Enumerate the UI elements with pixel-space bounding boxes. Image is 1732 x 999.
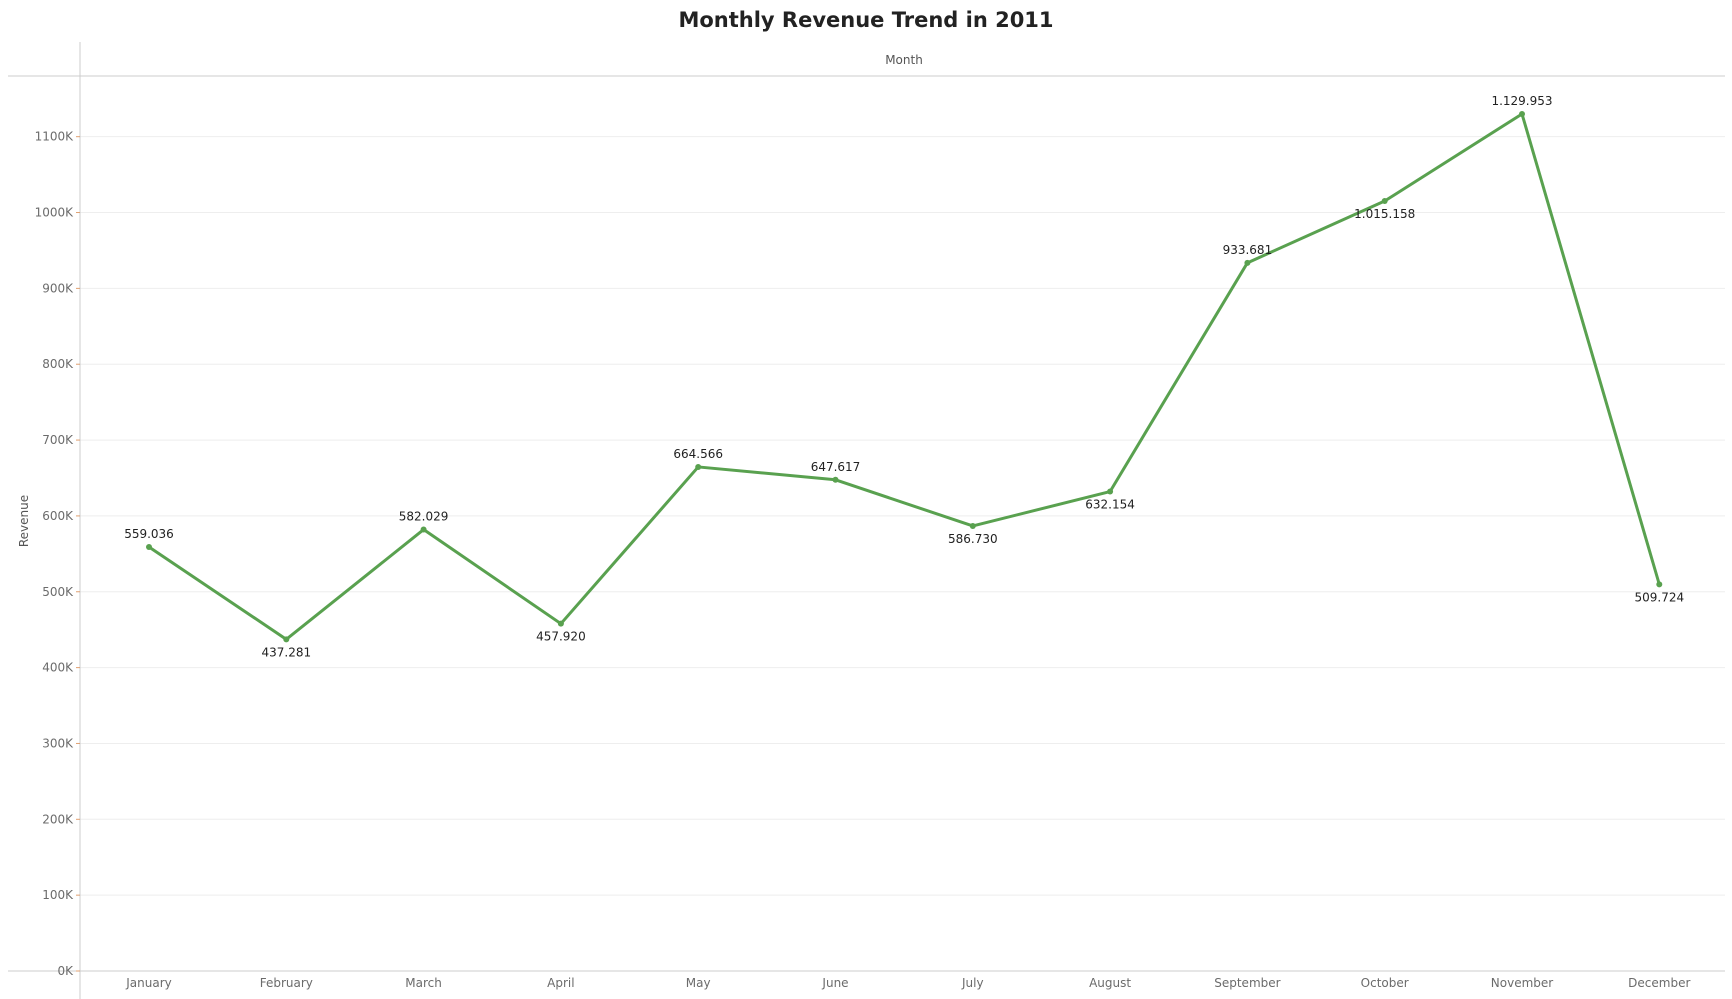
y-tick-label: 200K [42,812,74,826]
data-label: 1.015.158 [1354,207,1415,221]
y-tick-label: 700K [42,433,74,447]
x-tick-label: December [1628,976,1690,990]
data-label: 933.681 [1223,243,1273,257]
axes [8,42,1725,999]
data-point [1656,581,1663,588]
y-tick-label: 300K [42,736,74,750]
data-label: 437.281 [261,645,311,659]
data-point [420,526,427,533]
x-axis-title: Month [885,53,923,67]
data-point [1381,198,1388,205]
x-tick-label: November [1491,976,1553,990]
data-label: 586.730 [948,532,998,546]
data-labels: 559.036 437.281 582.029 457.920 664.566 647.6… [124,94,1684,659]
data-label: 647.617 [811,460,861,474]
x-tick-label: April [547,976,574,990]
x-tick-label: February [260,976,313,990]
gridlines [80,136,1725,896]
data-label: 664.566 [673,447,723,461]
data-point [1519,110,1525,117]
x-tick-label: August [1089,976,1131,990]
y-tick-label: 1100K [35,130,75,144]
y-tick-label: 400K [42,661,74,675]
data-point [832,476,839,483]
data-label: 632.154 [1085,498,1135,512]
data-label: 582.029 [399,510,449,524]
y-tick-label: 0K [57,964,74,978]
x-tick-label: March [405,976,442,990]
series-line-group [147,112,1661,641]
x-tick-label: January [125,976,172,990]
data-point [146,543,152,550]
y-tick-label: 1000K [35,206,75,220]
data-points [146,110,1663,643]
data-label: 457.920 [536,630,586,644]
data-label: 1.129.953 [1491,94,1552,108]
data-point [695,463,702,470]
y-axis-ticks: 0K 100K 200K 300K 400K 500K 600K 700K 800K 900K 10… [35,130,80,978]
chart-title: Monthly Revenue Trend in 2011 [678,8,1054,32]
x-tick-label: September [1214,976,1280,990]
x-axis-ticks: January February March April May June July Augu… [125,976,1690,990]
data-point [1244,259,1251,266]
series-line [147,112,1661,641]
data-point [283,636,290,643]
data-label: 559.036 [124,527,174,541]
y-tick-label: 800K [42,357,74,371]
data-label: 509.724 [1634,590,1684,604]
x-tick-label: June [821,976,848,990]
y-tick-label: 600K [42,509,74,523]
data-point [1107,488,1114,495]
x-tick-label: July [961,976,984,990]
data-point [557,620,564,627]
y-tick-label: 100K [42,888,74,902]
y-axis-title: Revenue [17,495,31,547]
y-tick-label: 500K [42,585,74,599]
y-tick-label: 900K [42,281,74,295]
x-tick-label: October [1361,976,1409,990]
data-point [969,522,976,529]
x-tick-label: May [686,976,711,990]
